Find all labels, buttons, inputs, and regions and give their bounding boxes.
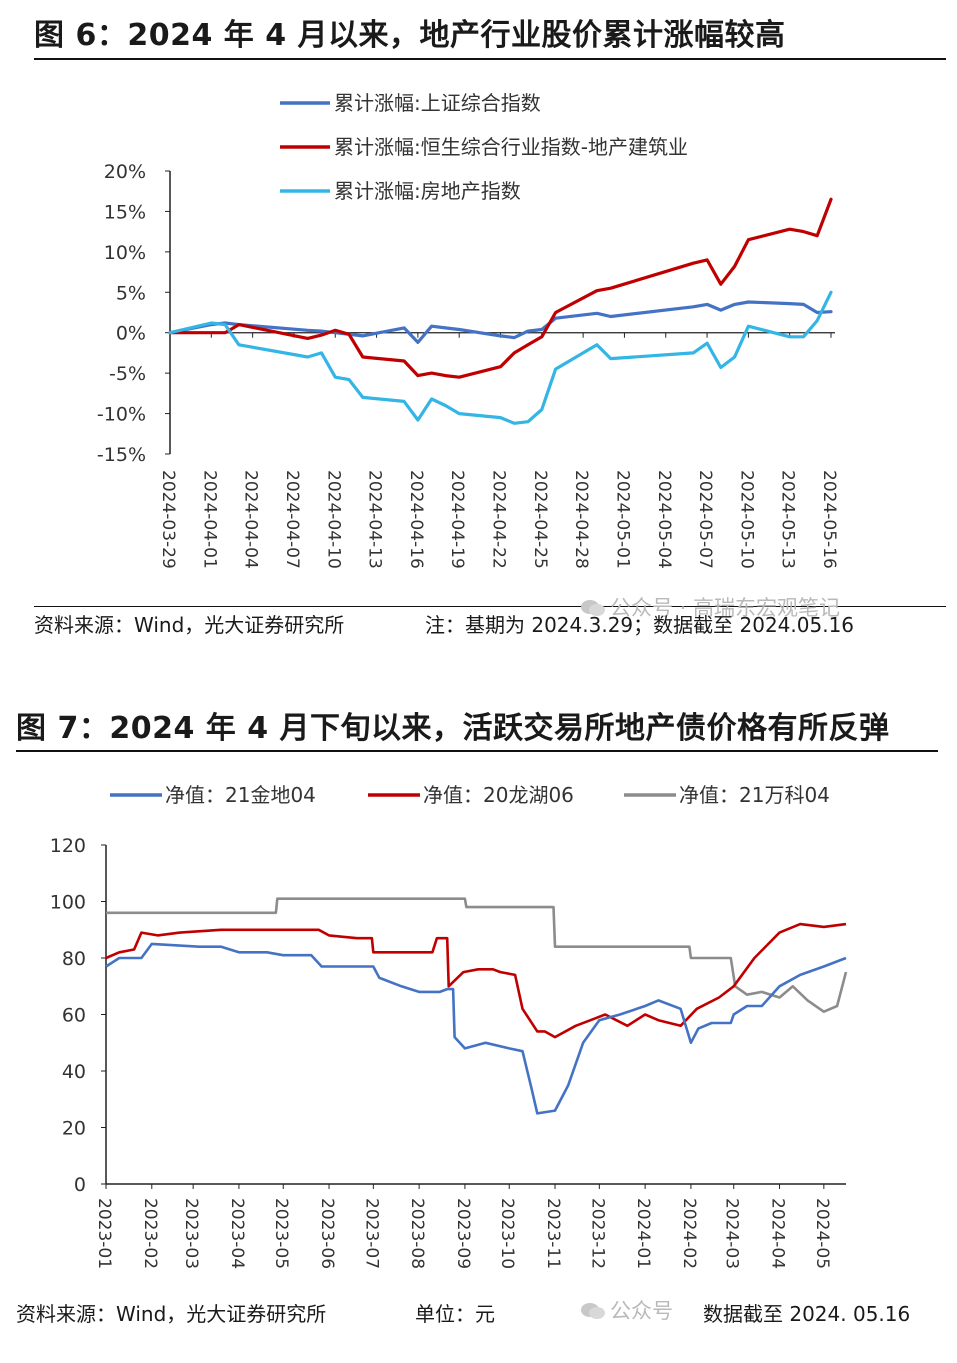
figure-6-title: 图 6：2024 年 4 月以来，地产行业股价累计涨幅较高 <box>34 18 786 53</box>
x-tick-label: 2023-07 <box>361 1198 381 1269</box>
figure-7-unit: 单位：元 <box>415 1302 495 1326</box>
y-tick-label: 10% <box>104 242 146 264</box>
x-tick-label: 2024-05-13 <box>778 470 798 569</box>
series-line <box>105 922 847 1039</box>
y-tick-label: 60 <box>62 1005 86 1027</box>
x-tick-label: 2024-03-29 <box>158 470 178 569</box>
legend-label: 净值：21万科04 <box>679 783 830 807</box>
x-tick-label: 2023-08 <box>407 1198 427 1269</box>
x-tick-label: 2024-04-19 <box>447 470 467 569</box>
figure-7-title: 图 7：2024 年 4 月下旬以来，活跃交易所地产债价格有所反弹 <box>16 711 890 746</box>
series-line <box>168 300 833 344</box>
x-tick-label: 2024-05 <box>812 1198 832 1269</box>
figure-6-source: 资料来源：Wind，光大证券研究所 <box>34 613 345 637</box>
x-tick-label: 2024-04-22 <box>489 470 509 569</box>
x-tick-label: 2023-10 <box>497 1198 517 1269</box>
x-tick-label: 2024-05-10 <box>736 470 756 569</box>
x-tick-label: 2023-04 <box>227 1198 247 1269</box>
figure-6-watermark-text: 公众号 · 高瑞东宏观笔记 <box>610 596 841 620</box>
series-line <box>168 290 833 425</box>
chart-6-stock-cumulative-gain: 20% 15% 10% 5% 0% -5% -10% -15% 2024-03-29 2024-0… <box>97 91 839 569</box>
figure-7-watermark: 公众号 <box>580 1295 673 1325</box>
legend-label: 累计涨幅:上证综合指数 <box>334 91 541 115</box>
series-line <box>106 897 848 1013</box>
x-tick-label: 2024-04-01 <box>199 470 219 569</box>
x-tick-label: 2024-05-16 <box>819 470 839 569</box>
y-tick-label: 20% <box>104 161 146 183</box>
legend-label: 净值：21金地04 <box>165 783 316 807</box>
x-tick-label: 2023-01 <box>94 1198 114 1269</box>
y-tick-label: -5% <box>109 363 146 385</box>
x-tick-label: 2024-04-28 <box>571 470 591 569</box>
x-tick-label: 2024-01 <box>633 1198 653 1269</box>
figure-6-watermark: 公众号 · 高瑞东宏观笔记 <box>580 592 840 622</box>
figure-7-date-note: 数据截至 2024. 05.16 <box>703 1302 911 1326</box>
x-tick-label: 2024-04-04 <box>241 470 261 569</box>
figure-6-bottom-rule <box>34 606 946 607</box>
x-tick-label: 2024-03 <box>722 1198 742 1269</box>
x-tick-label: 2024-04 <box>768 1198 788 1269</box>
figure-6-top-rule <box>34 58 946 60</box>
y-tick-label: 5% <box>116 282 146 304</box>
x-tick-label: 2024-04-16 <box>406 470 426 569</box>
x-tick-label: 2023-12 <box>587 1198 607 1269</box>
y-tick-label: 0 <box>74 1174 86 1196</box>
legend-label: 累计涨幅:恒生综合行业指数-地产建筑业 <box>334 135 688 159</box>
legend-label: 净值：20龙湖06 <box>423 783 574 807</box>
figure-6-note: 注：基期为 2024.3.29；数据截至 2024.05.16 <box>425 613 855 637</box>
y-tick-label: -10% <box>97 404 146 426</box>
y-tick-label: 0% <box>116 323 146 345</box>
series-line <box>168 197 833 379</box>
x-tick-label: 2024-04-07 <box>282 470 302 569</box>
x-tick-label: 2023-11 <box>543 1198 563 1269</box>
legend-label: 累计涨幅:房地产指数 <box>334 179 521 203</box>
x-tick-label: 2023-03 <box>181 1198 201 1269</box>
x-tick-label: 2024-05-01 <box>612 470 632 569</box>
y-tick-label: 20 <box>62 1118 86 1140</box>
x-tick-label: 2024-04-13 <box>365 470 385 569</box>
figure-7-source: 资料来源：Wind，光大证券研究所 <box>16 1302 327 1326</box>
x-tick-label: 2024-05-07 <box>695 470 715 569</box>
x-tick-label: 2024-02 <box>679 1198 699 1269</box>
x-tick-label: 2023-05 <box>271 1198 291 1269</box>
x-tick-label: 2023-02 <box>140 1198 160 1269</box>
series-line <box>105 942 847 1115</box>
y-tick-label: 120 <box>50 835 86 857</box>
x-tick-label: 2024-04-25 <box>530 470 550 569</box>
y-tick-label: -15% <box>97 444 146 466</box>
y-tick-label: 40 <box>62 1061 86 1083</box>
wechat-icon <box>581 1303 605 1319</box>
y-tick-label: 15% <box>104 201 146 223</box>
x-tick-label: 2023-06 <box>317 1198 337 1269</box>
figure-7-watermark-text: 公众号 <box>610 1299 673 1323</box>
x-tick-label: 2023-09 <box>453 1198 473 1269</box>
wechat-icon <box>581 600 605 616</box>
y-tick-label: 80 <box>62 948 86 970</box>
figure-7-top-rule <box>16 750 938 752</box>
y-tick-label: 100 <box>50 892 86 914</box>
x-tick-label: 2024-05-04 <box>654 470 674 569</box>
x-tick-label: 2024-04-10 <box>323 470 343 569</box>
chart-7-bond-net-value: 120 100 80 60 40 20 0 2023-01 2023-02 2023-03 2023… <box>50 783 848 1269</box>
